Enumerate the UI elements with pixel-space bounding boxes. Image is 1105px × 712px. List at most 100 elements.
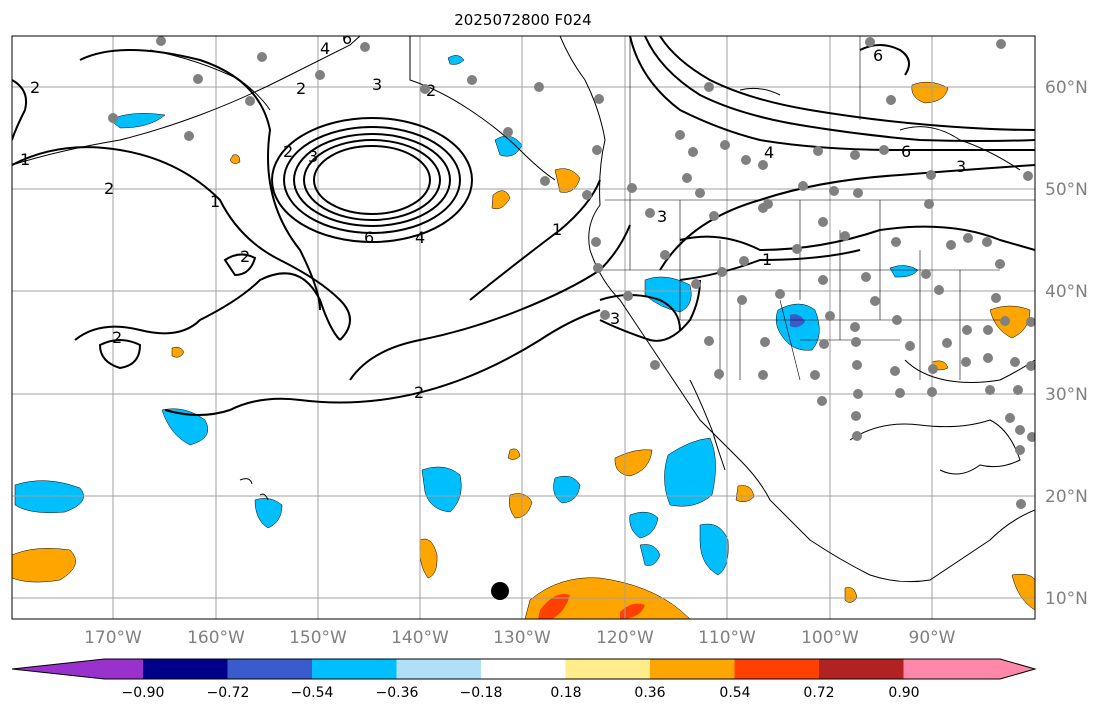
colorbar-tick: 0.54 [719,685,750,701]
colorbar-segment [734,659,820,679]
strong-positive-region [538,594,570,619]
contour-label: 2 [283,142,293,161]
colorbar-segment [227,659,313,679]
colorbar-segment [103,659,143,679]
negative-region [254,498,283,529]
positive-region [507,448,521,460]
graticule [12,36,1035,619]
lon-label: 90°W [909,628,956,648]
lon-label: 120°W [596,628,654,648]
contour-lines [12,36,1035,416]
colorbar-segment [565,659,651,679]
colorbar-segment [143,659,228,679]
lat-label: 50°N [1045,180,1088,200]
colorbar-extend-min [12,659,105,679]
negative-region [699,523,729,576]
contour-label: 1 [762,250,772,269]
strong-negative-region [790,314,805,328]
contour-label: 3 [657,207,667,226]
negative-region [629,511,659,539]
lat-label: 40°N [1045,282,1088,302]
contour-label: 1 [20,150,30,169]
positive-region [614,449,653,477]
negative-region [421,466,462,513]
contour-label: 2 [296,79,306,98]
colorbar-tick: −0.72 [207,685,250,701]
map-frame [11,35,1036,620]
negative-region [664,437,716,507]
lat-label: 20°N [1045,487,1088,507]
contour-label: 3 [308,147,318,166]
contour-label: 3 [372,75,382,94]
colorbar-tick: −0.18 [460,685,503,701]
positive-region [419,538,438,579]
negative-region [775,303,820,351]
contour-label: 2 [112,328,122,347]
colorbar-tick: 0.36 [634,685,665,701]
colorbar-tick: −0.36 [376,685,419,701]
negative-region [14,480,84,513]
contour-label: 3 [610,309,620,328]
contour-label: 4 [415,228,425,247]
colorbar-segment [312,659,397,679]
lon-label: 130°W [493,628,551,648]
colorbar-tick: 0.90 [888,685,919,701]
positive-region [12,548,76,583]
colorbar-tick: 0.72 [803,685,834,701]
contour-label: 2 [30,78,40,97]
state-borders [600,36,1035,381]
longitude-axis: 170°W 160°W 150°W 140°W 130°W 120°W 110°… [84,628,956,648]
location-marker [491,582,509,600]
colorbar [11,658,1037,680]
latitude-axis: 60°N 50°N 40°N 30°N 20°N 10°N [1045,78,1088,609]
lon-label: 170°W [84,628,142,648]
contour-label: 4 [764,143,774,162]
positive-region [508,493,533,519]
contour-label: 6 [342,29,352,48]
negative-region [644,276,692,313]
map-area [12,36,1035,619]
contour-label: 2 [426,81,436,100]
lon-label: 150°W [289,628,347,648]
colorbar-extend-max [1000,659,1035,679]
lon-label: 110°W [698,628,756,648]
negative-region [639,544,661,566]
contour-label: 2 [240,247,250,266]
lat-label: 10°N [1045,589,1088,609]
contour-label: 2 [414,383,424,402]
negative-region [447,55,465,65]
positive-region [491,190,511,210]
lat-label: 30°N [1045,385,1088,405]
map-title: 2025072800 F024 [454,11,591,29]
negative-region [161,408,209,446]
lon-label: 100°W [801,628,859,648]
contour-label: 1 [210,192,220,211]
colorbar-tick: 0.18 [550,685,581,701]
colorbar-tick: −0.54 [291,685,334,701]
colorbar-tick: −0.90 [122,685,165,701]
colorbar-segment [819,659,904,679]
colorbar-segment [650,659,735,679]
strong-positive-region [620,603,645,619]
contour-label: 6 [873,46,883,65]
lat-label: 60°N [1045,78,1088,98]
anomaly-fills [12,55,1035,619]
positive-region [554,168,581,193]
station-markers [108,36,1035,509]
colorbar-outline [11,658,1037,680]
positive-region [229,154,241,164]
contour-label: 2 [104,179,114,198]
lon-label: 140°W [391,628,449,648]
colorbar-segment [481,659,566,679]
colorbar-segment [903,659,1000,679]
positive-region [171,346,185,358]
positive-region [735,485,755,503]
lon-label: 160°W [187,628,245,648]
contour-label: 1 [552,220,562,239]
positive-region [989,305,1031,339]
contour-label: 6 [901,142,911,161]
negative-region [109,113,166,129]
contour-label: 4 [320,39,330,58]
colorbar-ticks: −0.90 −0.72 −0.54 −0.36 −0.18 0.18 0.36 … [122,685,920,701]
